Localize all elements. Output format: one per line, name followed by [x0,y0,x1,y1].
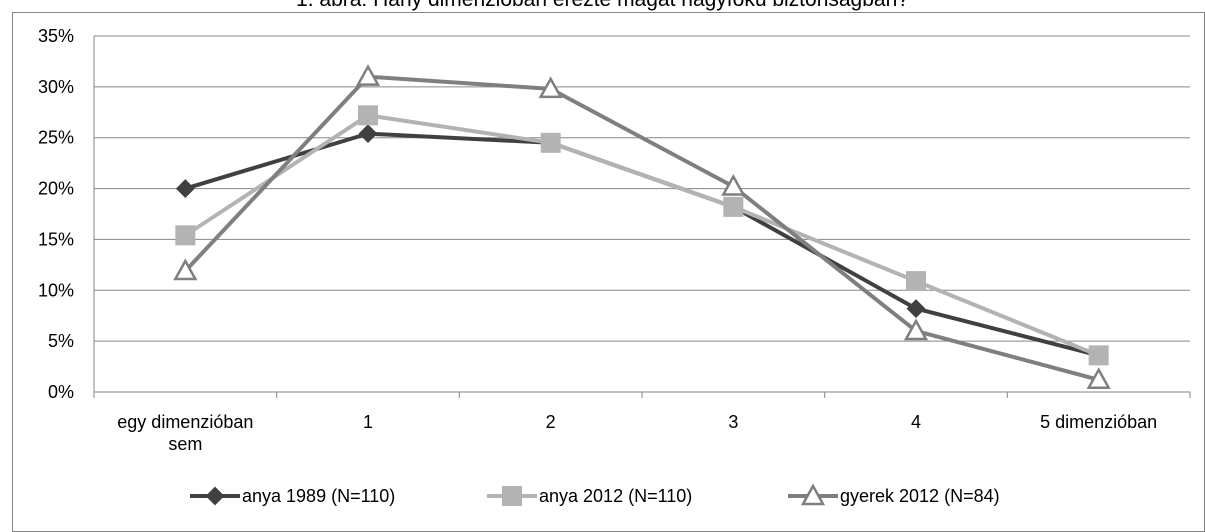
legend-marker [502,486,522,506]
x-tick-label: egy dimenzióban sem [117,412,253,454]
series-line [184,131,1100,358]
data-point [358,105,378,126]
y-tick-label: 35% [38,26,74,46]
x-axis-ticks: egy dimenzióban sem 1 2 3 4 5 dimenzióban [117,412,1157,454]
data-point [906,271,926,292]
series-line [183,74,1100,382]
data-point [906,299,926,319]
chart-title: 1. ábra: Hány dimenzióban érezte magát n… [0,0,1205,12]
data-point [1086,367,1111,390]
y-tick-label: 20% [38,179,74,199]
y-tick-label: 25% [38,128,74,148]
y-tick-label: 5% [48,331,74,351]
series-layer [173,64,1111,390]
x-tick-label: 3 [728,412,738,432]
y-tick-label: 0% [48,382,74,402]
series-3 [173,64,1111,390]
legend-item: gyerek 2012 (N=84) [788,483,1000,506]
legend-item: anya 2012 (N=110) [487,486,692,506]
legend-marker [205,486,225,506]
data-point [358,124,378,144]
data-point [903,318,929,341]
y-tick-label: 10% [38,280,74,300]
series-line [184,113,1100,358]
data-point [175,225,196,246]
data-point [1088,345,1109,366]
data-point [540,132,561,153]
x-tick-label: 5 dimenzióban [1040,412,1157,432]
data-point [721,173,746,196]
data-point [723,196,744,217]
axes [93,36,1191,398]
legend-label: anya 1989 (N=110) [242,486,395,506]
series-2 [175,105,1109,366]
y-axis-ticks: 0% 5% 10% 15% 20% 25% 30% 35% [38,26,74,402]
x-tick-label: 1 [363,412,373,432]
data-point [538,76,563,99]
data-point [173,258,198,281]
data-point [355,64,381,86]
x-tick-label: 2 [546,412,556,432]
legend-label: gyerek 2012 (N=84) [840,486,1000,506]
y-tick-label: 30% [38,77,74,97]
data-point [175,179,195,198]
legend-item: anya 1989 (N=110) [190,486,395,506]
legend: anya 1989 (N=110) anya 2012 (N=110) gyerek… [190,483,1000,506]
series-1 [175,124,1109,365]
legend-label: anya 2012 (N=110) [539,486,692,506]
x-tick-label: 4 [911,412,921,432]
y-tick-label: 15% [38,229,74,249]
legend-marker [800,483,826,506]
